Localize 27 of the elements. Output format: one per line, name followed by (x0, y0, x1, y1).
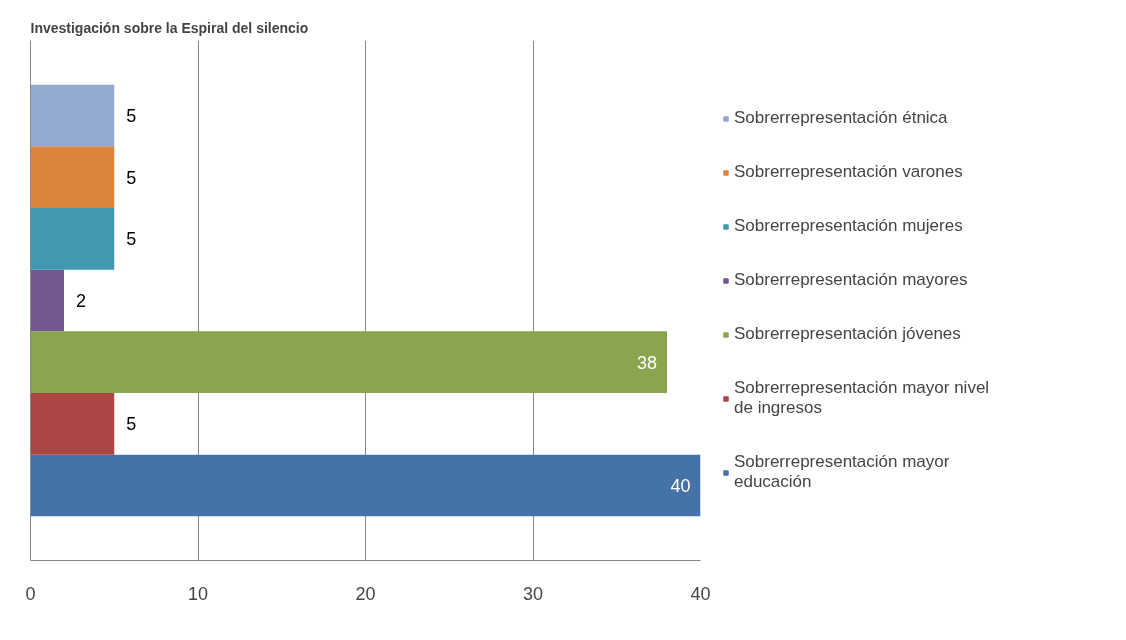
bar (30, 392, 115, 455)
data-label: 40 (670, 475, 691, 496)
x-tick-label: 0 (25, 583, 36, 604)
bar (30, 454, 701, 517)
legend-label: Sobrerrepresentación mujeres (734, 216, 963, 236)
chart-title: Investigación sobre la Espiral del silencio (30, 19, 309, 36)
legend-label: Sobrerrepresentación mayor nivel de ingresos (734, 378, 990, 418)
x-tick-label: 30 (522, 583, 544, 604)
data-label: 5 (126, 414, 137, 435)
bar (30, 208, 115, 270)
x-tick-label: 20 (355, 583, 376, 604)
x-tick-label: 10 (187, 583, 209, 604)
data-label: 2 (76, 291, 87, 311)
bar (30, 84, 115, 147)
data-label: 5 (126, 106, 137, 127)
legend-label: Sobrerrepresentación mayores (734, 270, 968, 290)
legend-label: Sobrerrepresentación varones (734, 162, 963, 182)
x-tick-label: 40 (690, 583, 711, 604)
bar (30, 269, 64, 332)
bar (30, 146, 115, 209)
data-label: 5 (126, 229, 137, 250)
bar (30, 331, 667, 393)
legend-label: Sobrerrepresentación mayor educación (734, 452, 950, 492)
data-label: 5 (126, 167, 137, 188)
legend-label: Sobrerrepresentación étnica (734, 108, 948, 128)
data-label: 38 (636, 352, 658, 373)
legend-label: Sobrerrepresentación jóvenes (734, 324, 961, 344)
